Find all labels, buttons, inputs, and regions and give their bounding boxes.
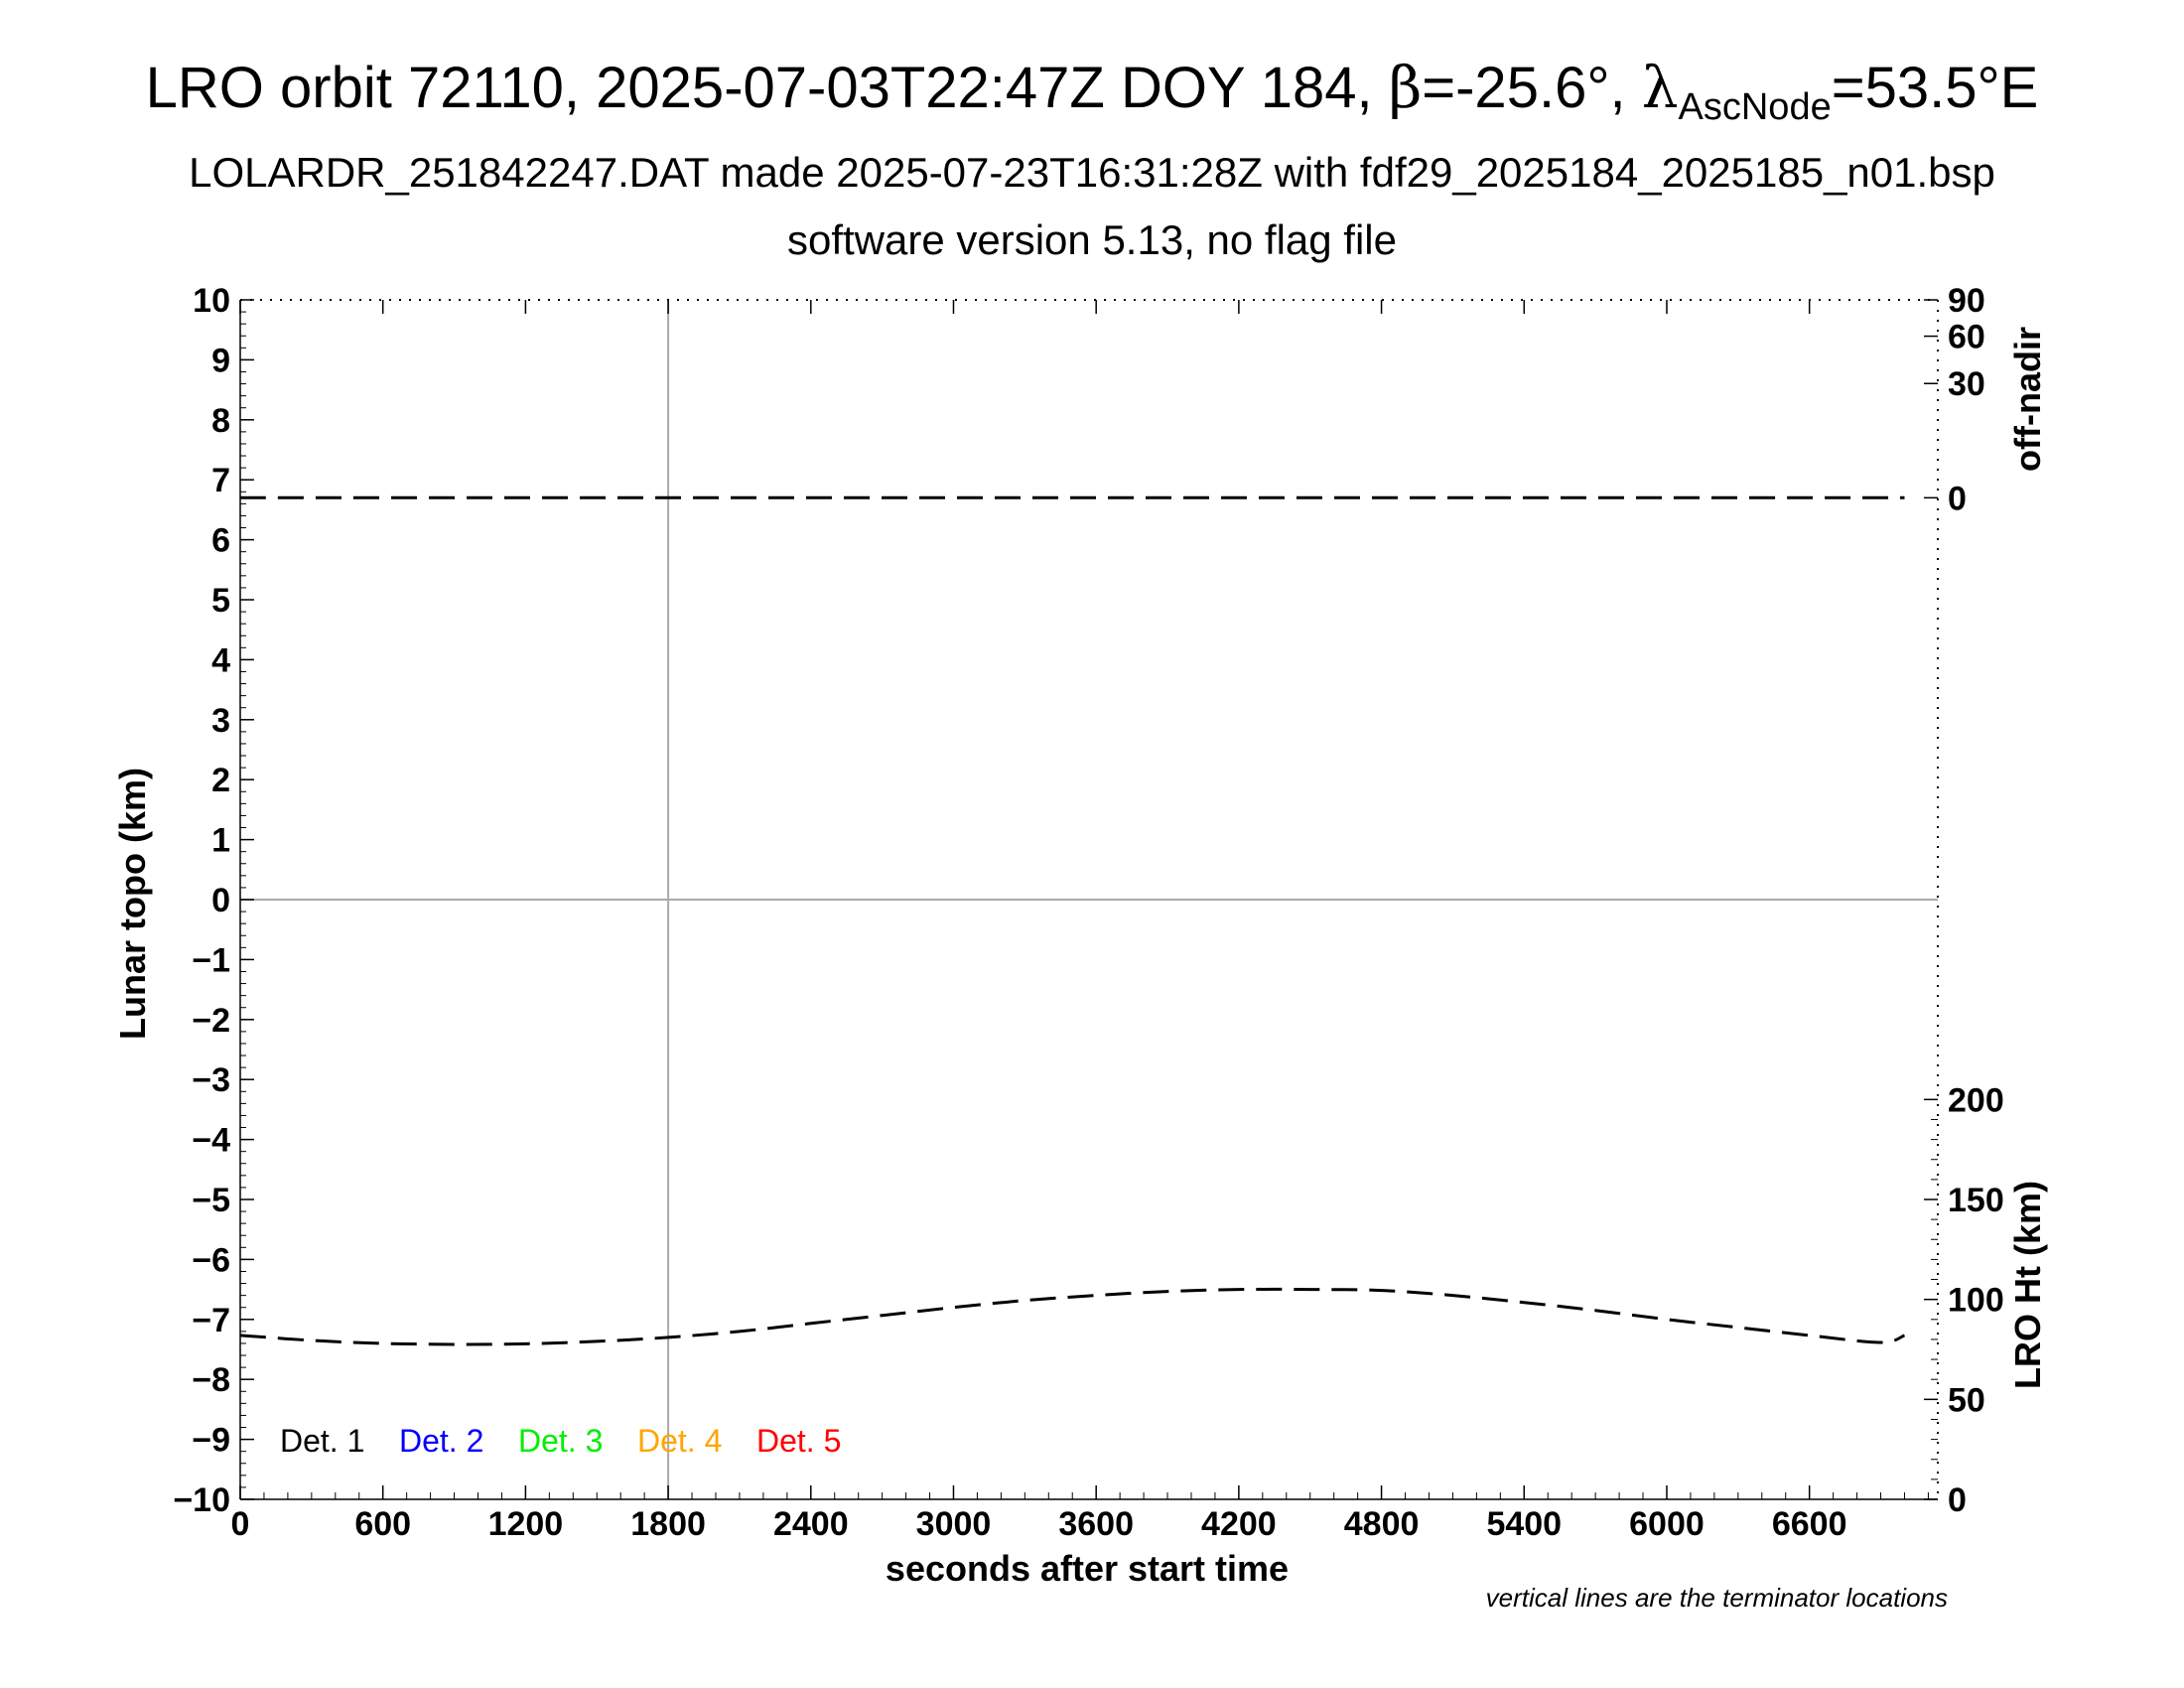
footnote: vertical lines are the terminator locati… [1486, 1583, 1948, 1613]
off-nadir-tick-label: 30 [1948, 365, 1985, 403]
y-tick-label: −1 [192, 941, 230, 979]
y-axis-label-right-top: off-nadir [2007, 327, 2048, 472]
lro-height-series-line [239, 1287, 1906, 1346]
x-tick-label: 2400 [773, 1505, 849, 1543]
x-tick-label: 1800 [630, 1505, 706, 1543]
y-tick-label: 4 [211, 641, 230, 679]
y-tick-label: 0 [211, 882, 230, 919]
y-tick-label: 9 [211, 342, 230, 379]
tick-label-layer: 0 600 1200 1800 2400 3000 3600 4200 4800 5400 6000… [173, 282, 2003, 1543]
x-tick-label: 3600 [1058, 1505, 1134, 1543]
grid-layer [240, 300, 1938, 1499]
x-tick-label: 6600 [1772, 1505, 1847, 1543]
x-tick-label: 6000 [1629, 1505, 1705, 1543]
x-tick-label: 4200 [1201, 1505, 1277, 1543]
height-tick-label: 50 [1948, 1381, 1985, 1419]
legend-entry-det3: Det. 3 [518, 1423, 603, 1459]
y-tick-label: −9 [192, 1422, 230, 1460]
x-tick-label: 1200 [488, 1505, 564, 1543]
y-tick-label: −7 [192, 1302, 230, 1339]
y-tick-label: 3 [211, 702, 230, 740]
y-tick-label: 2 [211, 762, 230, 799]
legend-entry-det2: Det. 2 [399, 1423, 483, 1459]
y-tick-label: −3 [192, 1061, 230, 1099]
off-nadir-tick-label: 90 [1948, 282, 1985, 320]
y-tick-label: −8 [192, 1361, 230, 1399]
y-tick-label: −2 [192, 1002, 230, 1040]
y-axis-label-right-bottom: LRO Ht (km) [2007, 1181, 2048, 1389]
y-tick-label: 10 [193, 282, 230, 320]
y-tick-label: 8 [211, 402, 230, 440]
off-nadir-tick-label: 60 [1948, 319, 1985, 356]
x-tick-label: 0 [231, 1505, 250, 1543]
y-tick-label: 7 [211, 462, 230, 499]
x-tick-label: 4800 [1344, 1505, 1420, 1543]
height-tick-label: 100 [1948, 1282, 2004, 1320]
y-tick-label: −10 [173, 1481, 230, 1519]
y-axis-label-left: Lunar topo (km) [112, 768, 153, 1040]
y-tick-label: −5 [192, 1182, 230, 1219]
x-axis-label: seconds after start time [886, 1548, 1289, 1589]
legend-entry-det5: Det. 5 [756, 1423, 841, 1459]
chart-subtitle-2: software version 5.13, no flag file [787, 216, 1397, 263]
y-tick-label: −4 [192, 1122, 230, 1160]
x-tick-label: 3000 [916, 1505, 992, 1543]
chart-title: LRO orbit 72110, 2025-07-03T22:47Z DOY 1… [146, 54, 2039, 128]
y-tick-label: −6 [192, 1241, 230, 1279]
legend-entry-det1: Det. 1 [280, 1423, 364, 1459]
legend: Det. 1 Det. 2 Det. 3 Det. 4 Det. 5 [280, 1423, 841, 1459]
height-tick-label: 200 [1948, 1081, 2004, 1119]
y-tick-label: 1 [211, 822, 230, 860]
height-tick-label: 150 [1948, 1182, 2004, 1219]
legend-entry-det4: Det. 4 [637, 1423, 722, 1459]
height-tick-label: 0 [1948, 1481, 1967, 1519]
off-nadir-tick-label: 0 [1948, 480, 1967, 517]
series-layer [239, 495, 1906, 1346]
x-tick-label: 600 [354, 1505, 411, 1543]
tick-layer [239, 299, 1938, 1500]
y-tick-label: 6 [211, 522, 230, 560]
chart-subtitle: LOLARDR_251842247.DAT made 2025-07-23T16… [189, 149, 1995, 196]
x-tick-label: 5400 [1486, 1505, 1562, 1543]
y-tick-label: 5 [211, 582, 230, 620]
